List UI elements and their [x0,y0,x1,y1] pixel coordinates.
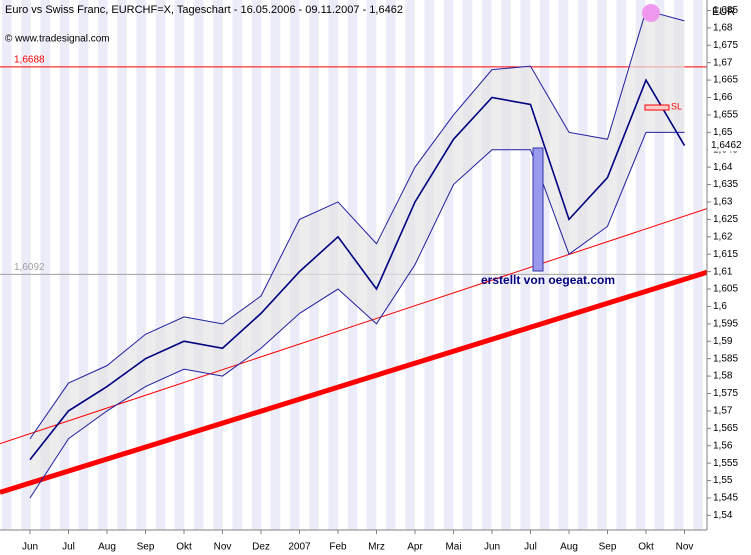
stripe [674,0,684,530]
band-line [29,9,685,440]
stripe [462,0,473,530]
price-line [29,78,686,461]
x-tick-label: Jun [484,542,500,553]
x-tick-label: Sep [137,542,155,553]
stripe [270,0,281,530]
y-tick-label: 1,605 [713,284,738,295]
stripe [597,0,607,530]
x-tick-label: Okt [176,542,192,553]
y-tick-label: 1,575 [713,388,738,399]
y-tick-label: 1,625 [713,214,738,225]
x-tick-label: Apr [407,542,423,553]
stripe [174,0,185,530]
x-tick-label: Nov [214,542,232,553]
y-axis-label: EUR [712,6,735,18]
source: © www.tradesignal.com [5,34,110,45]
stripe [443,0,454,530]
stripe [501,0,511,530]
y-tick-label: 1,675 [713,40,738,51]
stripe [578,0,588,530]
stripe [98,0,108,530]
stripe [194,0,204,530]
marker-circle [642,4,660,22]
y-tick-label: 1,57 [713,406,733,417]
y-tick-label: 1,565 [713,423,738,434]
chart-title: Euro vs Swiss Franc, EURCHF=X, Tageschar… [5,4,403,16]
y-tick-label: 1,635 [713,179,738,190]
x-tick-label: Aug [98,542,116,553]
stripe [693,0,703,530]
y-tick-label: 1,68 [713,22,733,33]
y-tick-label: 1,615 [713,249,738,260]
stripe [21,0,31,530]
x-tick-label: Jun [22,542,38,553]
trend-line [0,269,707,495]
x-tick-label: Dez [252,542,270,553]
x-tick-label: Nov [676,542,694,553]
stripe [232,0,242,530]
x-tick-label: Jul [62,542,75,553]
stripe [482,0,492,530]
stripe [424,0,434,530]
x-tick-label: Mrz [368,542,385,553]
reference-label: 1,6092 [14,262,45,273]
band-line [29,131,685,499]
y-tick-label: 1,665 [713,75,738,86]
stripe [136,0,146,530]
stripe [251,0,262,530]
y-tick-label: 1,545 [713,493,738,504]
stripe [213,0,223,530]
stop-box [644,104,670,111]
stripe [539,0,550,530]
y-tick-label: 1,595 [713,318,738,329]
y-tick-label: 1,54 [713,510,733,521]
y-tick-label: 1,585 [713,353,738,364]
stripe [654,0,665,530]
last-price-box [708,139,750,152]
plot-area [0,9,707,499]
annotation: erstellt von oegeat.com [481,273,615,287]
reference-label: 1,6688 [14,55,45,66]
y-tick-label: 1,65 [713,127,733,138]
y-tick-label: 1,56 [713,440,733,451]
x-tick-label: Jul [524,542,537,553]
stripe [40,0,50,530]
y-tick-label: 1,61 [713,266,733,277]
x-tick-label: 2007 [288,542,311,553]
y-tick-label: 1,67 [713,57,733,68]
stripe [59,0,70,530]
y-tick-label: 1,655 [713,110,738,121]
stop-label: SL [671,101,682,111]
stripe [616,0,626,530]
band-fill [30,10,685,498]
stripe [635,0,646,530]
x-tick-label: Sep [599,542,617,553]
y-tick-label: 1,62 [713,231,733,242]
y-tick-label: 1,59 [713,336,733,347]
y-tick-label: 1,55 [713,475,733,486]
stripe [78,0,89,530]
last-price-label: 1,6462 [711,140,742,151]
stripe [520,0,530,530]
stripe [155,0,166,530]
y-tick-label: 1,64 [713,162,733,173]
y-tick-label: 1,58 [713,371,733,382]
x-tick-label: Aug [560,542,578,553]
stripe [117,0,127,530]
y-tick-label: 1,63 [713,197,733,208]
y-tick-label: 1,685 [713,5,738,16]
x-tick-label: Okt [638,542,654,553]
y-tick-label: 1,555 [713,458,738,469]
highlight-bar [532,147,544,272]
y-tick-label: 1,6 [713,301,727,312]
stripe [2,0,12,530]
y-tick-label: 1,66 [713,92,733,103]
x-tick-label: Feb [329,542,347,553]
stripe [558,0,569,530]
x-tick-label: Mai [445,542,461,553]
